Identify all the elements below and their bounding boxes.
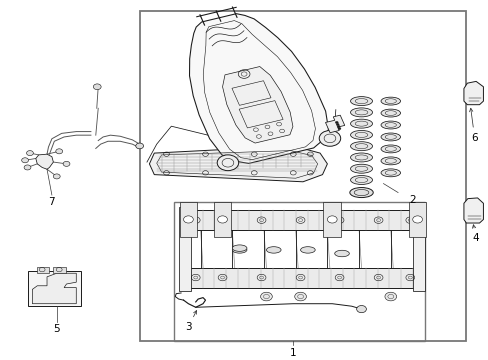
Polygon shape [325,115,344,133]
Text: 4: 4 [471,225,478,243]
Circle shape [26,150,33,156]
Polygon shape [463,198,483,223]
Polygon shape [213,202,231,237]
Circle shape [260,292,272,301]
Ellipse shape [350,176,372,184]
Circle shape [21,158,28,163]
Text: 3: 3 [185,311,196,332]
Circle shape [337,127,340,130]
Text: 7: 7 [48,197,55,207]
Polygon shape [37,267,49,273]
Circle shape [336,125,339,127]
Polygon shape [179,202,197,237]
Ellipse shape [380,133,400,141]
Circle shape [183,216,193,223]
Ellipse shape [380,169,400,177]
Polygon shape [189,14,328,163]
Text: 2: 2 [408,195,415,205]
Polygon shape [408,202,426,237]
Polygon shape [36,154,53,169]
Ellipse shape [350,119,372,128]
Circle shape [294,292,306,301]
Circle shape [335,121,338,123]
Polygon shape [178,207,190,291]
Ellipse shape [380,97,400,105]
Circle shape [356,306,366,313]
Ellipse shape [350,164,372,173]
Ellipse shape [350,96,372,105]
Circle shape [217,155,238,171]
Polygon shape [149,146,327,182]
Circle shape [384,292,396,301]
Ellipse shape [380,121,400,129]
Polygon shape [222,67,292,143]
Circle shape [336,123,339,126]
Ellipse shape [350,142,372,151]
Polygon shape [53,267,65,273]
Circle shape [63,161,70,166]
Ellipse shape [232,245,246,251]
Ellipse shape [334,250,348,257]
Circle shape [319,130,340,146]
Polygon shape [188,268,417,288]
Polygon shape [188,211,417,230]
Ellipse shape [380,157,400,165]
Circle shape [412,216,422,223]
Text: 6: 6 [468,108,477,143]
Circle shape [93,84,101,90]
Circle shape [56,149,62,154]
Ellipse shape [350,108,372,117]
Polygon shape [32,273,76,304]
Polygon shape [463,81,483,105]
Ellipse shape [232,247,246,253]
Polygon shape [412,207,424,291]
Circle shape [217,216,227,223]
Circle shape [136,143,143,149]
Ellipse shape [380,109,400,117]
Ellipse shape [349,188,372,198]
Ellipse shape [300,247,315,253]
Circle shape [327,216,336,223]
Polygon shape [27,271,81,306]
Circle shape [24,165,31,170]
Circle shape [53,174,60,179]
Text: 1: 1 [289,348,296,358]
Ellipse shape [380,145,400,153]
Ellipse shape [266,247,281,253]
Text: 5: 5 [53,324,60,334]
Ellipse shape [350,130,372,139]
Polygon shape [323,202,340,237]
Ellipse shape [350,153,372,162]
